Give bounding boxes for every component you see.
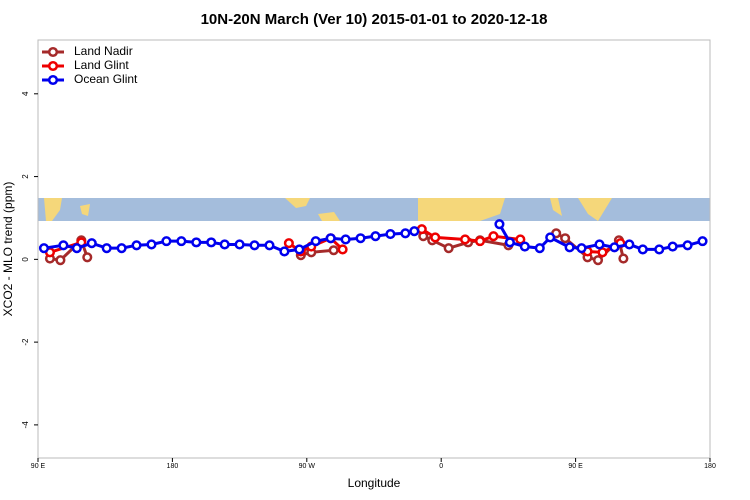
- data-point: [86, 238, 97, 249]
- data-point: [337, 244, 348, 255]
- data-point: [618, 253, 629, 264]
- data-point: [71, 243, 82, 254]
- data-point: [697, 236, 708, 247]
- data-point: [355, 233, 366, 244]
- data-point: [294, 244, 305, 255]
- data-point: [409, 226, 420, 237]
- legend-label: Land Nadir: [74, 44, 133, 58]
- legend-marker: [47, 60, 59, 72]
- data-point: [609, 242, 620, 253]
- data-point: [667, 241, 678, 252]
- x-axis-label: Longitude: [348, 476, 401, 490]
- legend-label: Land Glint: [74, 58, 129, 72]
- data-point: [597, 247, 608, 258]
- y-tick-label: -4: [21, 421, 30, 429]
- data-point: [385, 229, 396, 240]
- data-point: [206, 237, 217, 248]
- x-tick-label: 180: [704, 463, 716, 470]
- data-point: [682, 240, 693, 251]
- data-point: [515, 234, 526, 245]
- data-point: [504, 237, 515, 248]
- x-tick-label: 0: [439, 463, 443, 470]
- data-point: [488, 231, 499, 242]
- data-point: [594, 239, 605, 250]
- data-point: [519, 241, 530, 252]
- x-tick-label: 90 E: [568, 463, 583, 470]
- data-point: [328, 245, 339, 256]
- x-tick-label: 180: [167, 463, 179, 470]
- data-point: [101, 243, 112, 254]
- legend-marker: [47, 74, 59, 86]
- data-point: [340, 234, 351, 245]
- data-point: [474, 236, 486, 247]
- data-point: [249, 240, 260, 251]
- data-point: [624, 239, 635, 250]
- data-point: [576, 243, 587, 254]
- y-tick-label: 4: [21, 91, 30, 96]
- data-point: [637, 244, 648, 255]
- data-point: [534, 243, 545, 254]
- data-point: [592, 255, 604, 266]
- data-point: [264, 240, 275, 251]
- data-point: [131, 240, 142, 251]
- data-point: [279, 246, 290, 257]
- data-point: [161, 236, 172, 247]
- data-point: [325, 233, 336, 244]
- chart-title: 10N-20N March (Ver 10) 2015-01-01 to 202…: [201, 11, 548, 28]
- data-point: [146, 239, 157, 250]
- legend-marker: [47, 46, 59, 58]
- data-point: [430, 232, 441, 243]
- data-point: [545, 232, 556, 243]
- data-point: [460, 234, 471, 245]
- map-band: [38, 198, 710, 221]
- data-point: [219, 239, 230, 250]
- data-point: [191, 237, 202, 248]
- y-tick-label: -2: [21, 338, 30, 346]
- x-tick-label: 90 W: [299, 463, 316, 470]
- y-tick-label: 2: [21, 174, 30, 179]
- y-tick-label: 0: [21, 257, 30, 262]
- y-axis-label: XCO2 - MLO trend (ppm): [1, 182, 15, 317]
- data-point: [564, 242, 575, 253]
- data-point: [38, 243, 50, 254]
- data-point: [234, 239, 245, 250]
- data-point: [400, 228, 411, 239]
- data-point: [494, 219, 505, 230]
- x-tick-label: 90 E: [31, 463, 46, 470]
- data-point: [370, 231, 381, 242]
- data-point: [55, 255, 66, 266]
- data-point: [82, 252, 93, 263]
- data-point: [283, 238, 294, 249]
- data-point: [443, 243, 454, 254]
- data-point: [310, 236, 321, 247]
- data-point: [58, 240, 69, 251]
- legend-label: Ocean Glint: [74, 72, 138, 86]
- plot-frame: [37, 39, 711, 459]
- data-point: [654, 244, 665, 255]
- data-point: [560, 233, 571, 244]
- data-point: [116, 243, 127, 254]
- data-point: [176, 236, 187, 247]
